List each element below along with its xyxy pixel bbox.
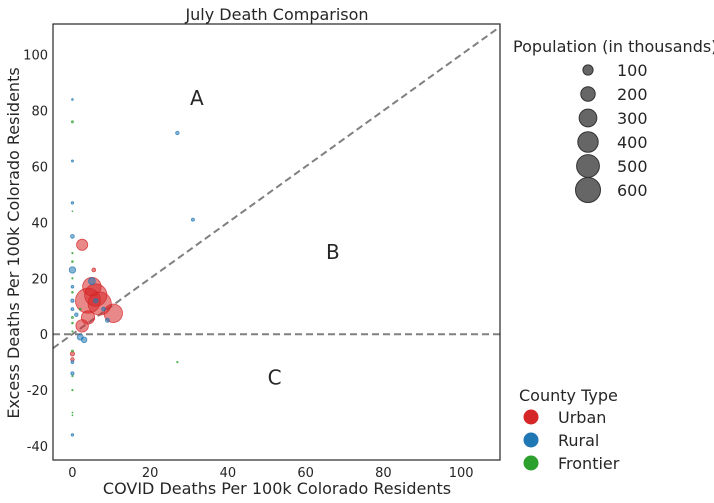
size-legend-title: Population (in thousands) [513, 37, 714, 56]
size-legend-label: 600 [617, 181, 648, 200]
color-legend-title: County Type [519, 386, 618, 405]
plot-frame [52, 23, 501, 461]
y-tick-label: -40 [27, 440, 48, 455]
size-legend-marker [577, 131, 599, 153]
y-tick-label: 80 [31, 105, 48, 120]
data-point-urban [76, 238, 89, 251]
color-legend-label: Rural [558, 431, 599, 450]
data-point-rural [70, 360, 75, 365]
data-point-frontier [71, 349, 74, 353]
size-legend-marker [582, 64, 594, 76]
y-axis-label: Excess Deaths Per 100k Colorado Resident… [4, 67, 23, 418]
data-point-frontier [71, 411, 74, 414]
data-point-rural [70, 284, 75, 289]
size-legend-label: 100 [617, 61, 648, 80]
size-legend: Population (in thousands) 100 200 300 400 50… [513, 37, 714, 203]
data-point-frontier [71, 321, 74, 325]
x-tick-label: 80 [375, 466, 392, 481]
diagonal-reference-line [53, 25, 500, 350]
size-legend-marker [575, 177, 601, 203]
x-tick-label: 0 [68, 466, 76, 481]
data-point-frontier [71, 291, 74, 294]
data-point-rural [70, 307, 75, 311]
data-point-frontier [176, 361, 179, 364]
x-tick-label: 60 [297, 466, 314, 481]
region-label: C [268, 366, 282, 390]
x-tick-label: 20 [142, 466, 159, 481]
y-tick-label: 40 [31, 216, 48, 231]
data-point-rural [70, 371, 75, 376]
y-tick-label: 0 [40, 328, 48, 343]
y-tick-label: 100 [23, 49, 48, 64]
data-point-frontier [71, 389, 74, 392]
data-point-rural [74, 312, 79, 317]
size-legend-label: 400 [617, 133, 648, 152]
data-point-frontier [71, 252, 74, 255]
data-point-frontier [71, 210, 74, 213]
data-point-rural [70, 201, 75, 205]
data-point-rural [101, 306, 106, 312]
data-point-rural [71, 98, 74, 101]
data-point-rural [191, 217, 195, 222]
data-point-rural [70, 234, 75, 239]
size-legend-label: 500 [617, 157, 648, 176]
data-point-rural [70, 433, 75, 437]
color-legend: County Type Urban Rural Frontier [519, 386, 620, 473]
data-point-frontier [71, 120, 74, 124]
data-point-rural [80, 336, 88, 344]
y-tick-label: -20 [27, 384, 48, 399]
data-point-frontier [71, 260, 74, 263]
data-point-frontier [78, 307, 82, 311]
region-label: A [190, 86, 204, 110]
color-legend-label: Frontier [558, 454, 620, 473]
data-point-urban [103, 303, 123, 323]
data-point-frontier [71, 375, 74, 378]
data-point-rural [93, 298, 99, 304]
size-legend-marker [576, 154, 600, 178]
x-axis-label: COVID Deaths Per 100k Colorado Residents [103, 479, 451, 498]
data-point-rural [68, 266, 77, 274]
data-point-urban [75, 319, 89, 333]
data-point-rural [88, 277, 96, 285]
region-label: B [326, 240, 340, 264]
data-point-urban [91, 267, 97, 273]
data-point-frontier [71, 330, 74, 333]
color-legend-marker [523, 432, 539, 448]
color-legend-marker [523, 455, 539, 471]
data-point-frontier [71, 316, 74, 319]
size-legend-marker [580, 86, 596, 102]
y-tick-label: 60 [31, 161, 48, 176]
x-tick-label: 100 [449, 466, 474, 481]
data-point-rural [104, 317, 110, 323]
color-legend-label: Urban [558, 408, 606, 427]
data-point-rural [71, 159, 74, 163]
chart-title: July Death Comparison [184, 5, 368, 24]
size-legend-label: 300 [617, 109, 648, 128]
plot-marks [53, 25, 500, 437]
size-legend-label: 200 [617, 85, 648, 104]
data-point-frontier [71, 414, 74, 417]
data-point-rural [70, 298, 75, 303]
color-legend-marker [523, 409, 539, 425]
data-point-frontier [71, 277, 74, 280]
plot-area: A B C 0 20 40 60 80 100 -40 -20 0 20 40 60 80 100 [23, 23, 501, 481]
y-tick-label: 20 [31, 272, 48, 287]
x-tick-label: 40 [220, 466, 237, 481]
size-legend-marker [578, 108, 598, 128]
data-point-rural [175, 130, 180, 136]
